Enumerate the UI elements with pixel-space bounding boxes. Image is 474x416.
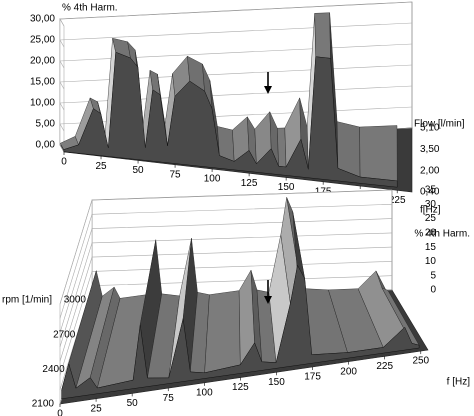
surface-patch	[204, 290, 241, 374]
x-tick-label: 50	[132, 165, 144, 176]
x-tick-label: 175	[304, 372, 321, 383]
surface-patch	[277, 127, 287, 168]
x-tick-label: 25	[91, 403, 103, 414]
y-tick-label: 10,00	[30, 98, 55, 109]
x-tick-label: 25	[95, 161, 107, 172]
y-tick-label: 0	[430, 285, 436, 296]
x-tick-label: 125	[232, 382, 249, 393]
x-tick-label: 150	[268, 377, 285, 388]
grid-line	[59, 22, 413, 48]
grid-line	[59, 1, 413, 27]
depth-tick-label: 3000	[64, 295, 87, 306]
depth-tick-label: 5,10	[420, 123, 440, 134]
depth-tick-label: 0,40	[420, 187, 440, 198]
y-tick-label: 5,00	[36, 119, 56, 130]
y-tick-label: 25	[425, 213, 437, 224]
x-tick-label: 250	[412, 356, 429, 367]
x-tick-label: 75	[163, 393, 175, 404]
surface-patch	[359, 125, 398, 182]
z-axis-label: % 4th Harm.	[62, 3, 118, 14]
y-tick-label: 20,00	[30, 56, 55, 67]
grid-line	[59, 64, 413, 90]
x-axis-label: f[Hz]	[420, 205, 441, 216]
y-tick-label: 15,00	[30, 77, 55, 88]
grid-line	[59, 204, 393, 319]
x-tick-label: 225	[389, 195, 406, 206]
grid-line	[59, 189, 393, 305]
y-tick-label: 30	[425, 199, 437, 210]
x-tick-label: 0	[61, 157, 67, 168]
x-tick-label: 50	[127, 398, 139, 409]
arrow-head	[264, 86, 272, 94]
depth-tick-label: 2,00	[420, 165, 440, 176]
arrow-head	[264, 296, 272, 304]
depth-tick-label: 2400	[42, 364, 65, 375]
x-tick-label: 225	[376, 361, 393, 372]
surface-front	[61, 264, 420, 400]
surface-front	[63, 51, 398, 188]
y-tick-label: 25,00	[30, 35, 55, 46]
x-tick-label: 75	[170, 169, 182, 180]
back-wall	[91, 189, 393, 301]
depth-tick-label: 2100	[32, 399, 55, 410]
depth-axis-label: Flow [l/min]	[414, 119, 465, 130]
depth-tick-label: 2700	[53, 329, 76, 340]
x-tick-label: 100	[196, 387, 213, 398]
grid-line	[59, 43, 413, 69]
grid-line	[59, 85, 413, 111]
x-tick-label: 100	[204, 174, 221, 185]
depth-tick-label: 3,50	[420, 144, 440, 155]
y-tick-label: 0,00	[36, 140, 56, 151]
y-tick-label: 35	[425, 185, 437, 196]
y-tick-label: 30,00	[30, 14, 55, 25]
x-axis-label: f [Hz]	[447, 377, 471, 388]
x-tick-label: 125	[241, 178, 258, 189]
x-tick-label: 0	[57, 409, 63, 416]
y-tick-label: 10	[425, 256, 437, 267]
y-tick-label: 5	[430, 270, 436, 281]
x-tick-label: 150	[278, 182, 295, 193]
x-tick-label: 200	[340, 366, 357, 377]
y-tick-label: 15	[425, 242, 437, 253]
surface-patch	[336, 121, 361, 178]
surface-patch	[314, 12, 331, 59]
y-tick-label: 20	[425, 227, 437, 238]
depth-axis-label: rpm [1/min]	[2, 295, 52, 306]
z-axis-label: % 4th Harm.	[414, 229, 470, 240]
